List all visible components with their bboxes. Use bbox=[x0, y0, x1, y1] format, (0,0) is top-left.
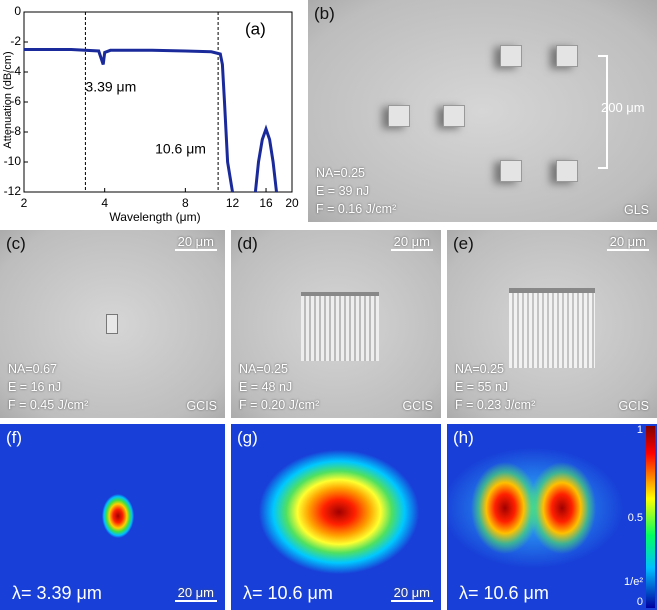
parameter-line: E = 48 nJ bbox=[239, 380, 293, 394]
y-tick-label: -10 bbox=[4, 154, 22, 168]
parameter-line: NA=0.25 bbox=[239, 362, 288, 376]
y-tick-label: -4 bbox=[10, 64, 21, 78]
parameter-line: E = 55 nJ bbox=[455, 380, 509, 394]
parameter-line: F = 0.16 J/cm² bbox=[316, 202, 397, 216]
parameter-line: NA=0.67 bbox=[8, 362, 57, 376]
parameters: NA=0.67 E = 16 nJ F = 0.45 J/cm² bbox=[8, 360, 88, 414]
wavelength: λ= 10.6 μm bbox=[243, 583, 333, 603]
chart: (a) Wavelength (μm) Attenuation (dB/cm) … bbox=[2, 4, 299, 224]
plot-frame bbox=[23, 11, 293, 193]
panel-b: 200 μm (b) NA=0.25 E = 39 nJ F = 0.16 J/cm… bbox=[308, 0, 657, 222]
panel-d: (d) 20 μm NA=0.25 E = 48 nJ F = 0.20 J/cm²… bbox=[231, 230, 441, 418]
scale-bar: 20 μm bbox=[390, 585, 433, 602]
material: GLS bbox=[623, 203, 649, 217]
panel-c: (c) 20 μm NA=0.67 E = 16 nJ F = 0.45 J/cm²… bbox=[0, 230, 225, 418]
panel-label: (d) bbox=[237, 234, 258, 253]
x-tick-label: 8 bbox=[182, 196, 189, 210]
parameters: NA=0.25 E = 39 nJ F = 0.16 J/cm² bbox=[316, 164, 396, 218]
panel-label: (e) bbox=[453, 234, 474, 253]
parameter-line: F = 0.45 J/cm² bbox=[8, 398, 89, 412]
panel-label: (a) bbox=[245, 19, 266, 38]
scale-text: 200 μm bbox=[601, 100, 645, 115]
panel-label: (f) bbox=[6, 428, 23, 447]
x-tick-label: 12 bbox=[226, 196, 240, 210]
colorbar-label: 0 bbox=[636, 596, 643, 608]
panel-label: (b) bbox=[314, 4, 335, 23]
y-axis-label: Attenuation (dB/cm) bbox=[2, 51, 14, 148]
modification bbox=[556, 45, 578, 67]
modification bbox=[509, 288, 595, 368]
wavelength: λ= 10.6 μm bbox=[459, 583, 549, 603]
modification bbox=[556, 160, 578, 182]
data-line bbox=[24, 48, 278, 193]
y-tick-label: 0 bbox=[14, 4, 21, 18]
x-tick-label: 2 bbox=[21, 196, 28, 210]
y-tick-label: -8 bbox=[10, 124, 21, 138]
scale-bar: 20 μm bbox=[390, 234, 433, 251]
y-tick-label: -12 bbox=[4, 184, 22, 198]
panel-label: (g) bbox=[237, 428, 258, 447]
parameter-line: F = 0.20 J/cm² bbox=[239, 398, 320, 412]
annotation: 3.39 μm bbox=[85, 79, 136, 95]
scale-bar: 20 μm bbox=[174, 234, 217, 251]
colorbar-label: 1 bbox=[636, 424, 643, 436]
modification bbox=[500, 45, 522, 67]
parameters: NA=0.25 E = 55 nJ F = 0.23 J/cm² bbox=[455, 360, 535, 414]
panel-g: (g) λ= 10.6 μm 20 μm bbox=[231, 424, 441, 610]
modification bbox=[443, 105, 465, 127]
parameter-line: E = 16 nJ bbox=[8, 380, 62, 394]
scale-bar: 20 μm bbox=[606, 234, 649, 251]
modification bbox=[500, 160, 522, 182]
modification bbox=[301, 292, 379, 361]
parameters: NA=0.25 E = 48 nJ F = 0.20 J/cm² bbox=[239, 360, 319, 414]
x-tick-label: 20 bbox=[285, 196, 299, 210]
panel-e: (e) 20 μm NA=0.25 E = 55 nJ F = 0.23 J/cm²… bbox=[447, 230, 657, 418]
y-tick-label: -2 bbox=[10, 34, 21, 48]
modification bbox=[388, 105, 410, 127]
panel-f: (f) λ= 3.39 μm 20 μm bbox=[0, 424, 225, 610]
scale-bar bbox=[598, 55, 608, 169]
material: GCIS bbox=[186, 399, 217, 413]
x-tick-label: 16 bbox=[259, 196, 273, 210]
panel-h: (h) λ= 10.6 μm 1 0.5 1/e² 0 bbox=[447, 424, 657, 610]
panel-label: (h) bbox=[453, 428, 474, 447]
scale-bar: 20 μm bbox=[174, 585, 217, 602]
colorbar bbox=[646, 426, 655, 608]
parameter-line: F = 0.23 J/cm² bbox=[455, 398, 536, 412]
parameter-line: E = 39 nJ bbox=[316, 184, 370, 198]
colorbar-label: 1/e² bbox=[624, 576, 643, 588]
colorbar-label: 0.5 bbox=[627, 512, 643, 524]
x-tick-label: 4 bbox=[101, 196, 108, 210]
modification bbox=[106, 314, 118, 334]
parameter-line: NA=0.25 bbox=[316, 166, 365, 180]
wavelength: λ= 3.39 μm bbox=[12, 583, 102, 603]
y-tick-label: -6 bbox=[10, 94, 21, 108]
parameter-line: NA=0.25 bbox=[455, 362, 504, 376]
x-axis-label: Wavelength (μm) bbox=[109, 210, 200, 224]
material: GCIS bbox=[402, 399, 433, 413]
panel-label: (c) bbox=[6, 234, 26, 253]
annotation: 10.6 μm bbox=[155, 141, 206, 157]
material: GCIS bbox=[618, 399, 649, 413]
